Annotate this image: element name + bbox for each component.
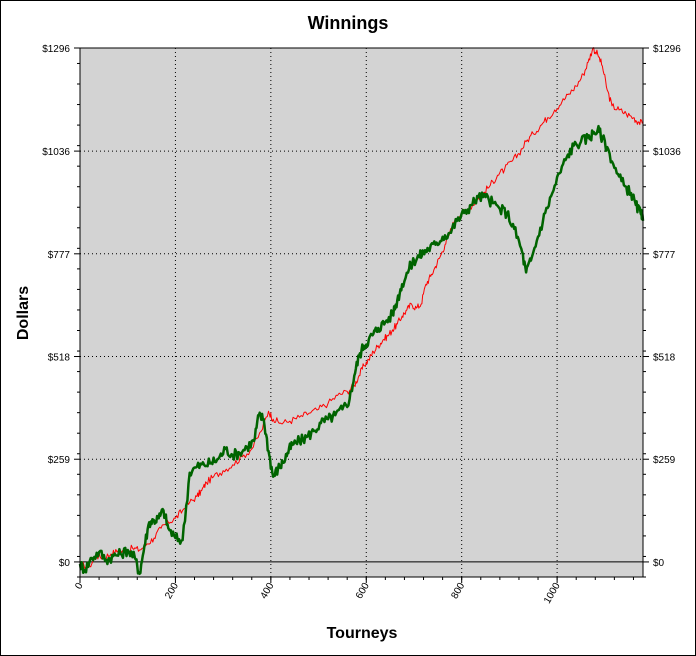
x-tick-label: 800 (449, 581, 467, 601)
series-red-line (79, 47, 644, 570)
x-tick-label: 600 (354, 581, 372, 601)
y-tick-label-left: $518 (48, 353, 71, 364)
y-tick-label-right: $259 (653, 455, 676, 466)
plot-area (80, 48, 643, 577)
series-group (78, 47, 645, 576)
x-tick-label: 200 (163, 581, 181, 601)
y-tick-label-left: $1036 (42, 147, 70, 158)
x-tick-label: 0 (73, 581, 86, 592)
y-tick-label-right: $518 (653, 353, 676, 364)
chart-title: Winnings (308, 13, 389, 33)
y-axis-title: Dollars (15, 286, 32, 340)
y-tick-label-right: $1296 (653, 44, 681, 55)
y-tick-label-left: $777 (48, 250, 71, 261)
x-tick-label: 1000 (542, 581, 563, 606)
y-tick-label-left: $0 (59, 558, 71, 569)
y-tick-label-left: $1296 (42, 44, 70, 55)
x-axis-title: Tourneys (327, 625, 398, 642)
y-tick-label-left: $259 (48, 455, 71, 466)
plot-border (79, 47, 644, 578)
y-tick-label-right: $777 (653, 250, 676, 261)
x-tick-label: 400 (259, 581, 277, 601)
y-tick-label-right: $1036 (653, 147, 681, 158)
grid-lines (80, 48, 643, 577)
axes-group (74, 47, 649, 583)
y-tick-label-right: $0 (653, 558, 665, 569)
series-green-line (78, 124, 645, 576)
